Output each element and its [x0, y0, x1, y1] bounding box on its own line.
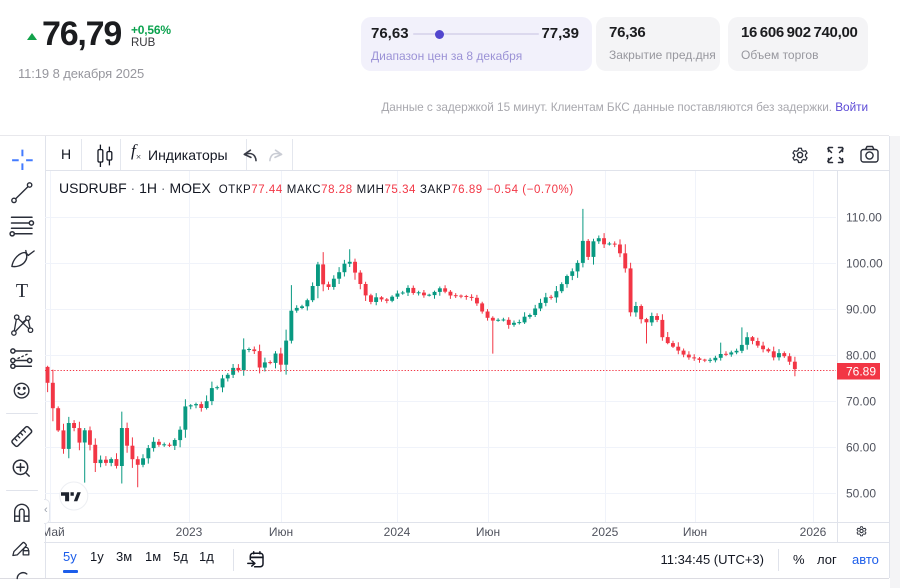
svg-text:2023: 2023	[176, 525, 203, 539]
svg-text:70.00: 70.00	[846, 395, 876, 409]
svg-text:Июн: Июн	[269, 525, 293, 539]
svg-text:Июн: Июн	[476, 525, 500, 539]
svg-text:2024: 2024	[384, 525, 411, 539]
svg-text:Май: Май	[41, 525, 65, 539]
svg-text:76.89: 76.89	[846, 365, 876, 379]
svg-text:100.00: 100.00	[846, 257, 883, 271]
svg-text:T: T	[16, 280, 28, 302]
svg-text:90.00: 90.00	[846, 303, 876, 317]
svg-text:80.00: 80.00	[846, 349, 876, 363]
svg-text:2025: 2025	[592, 525, 619, 539]
svg-text:Июн: Июн	[683, 525, 707, 539]
svg-text:50.00: 50.00	[846, 487, 876, 501]
svg-text:2026: 2026	[800, 525, 827, 539]
svg-text:110.00: 110.00	[846, 211, 882, 225]
svg-text:60.00: 60.00	[846, 441, 876, 455]
